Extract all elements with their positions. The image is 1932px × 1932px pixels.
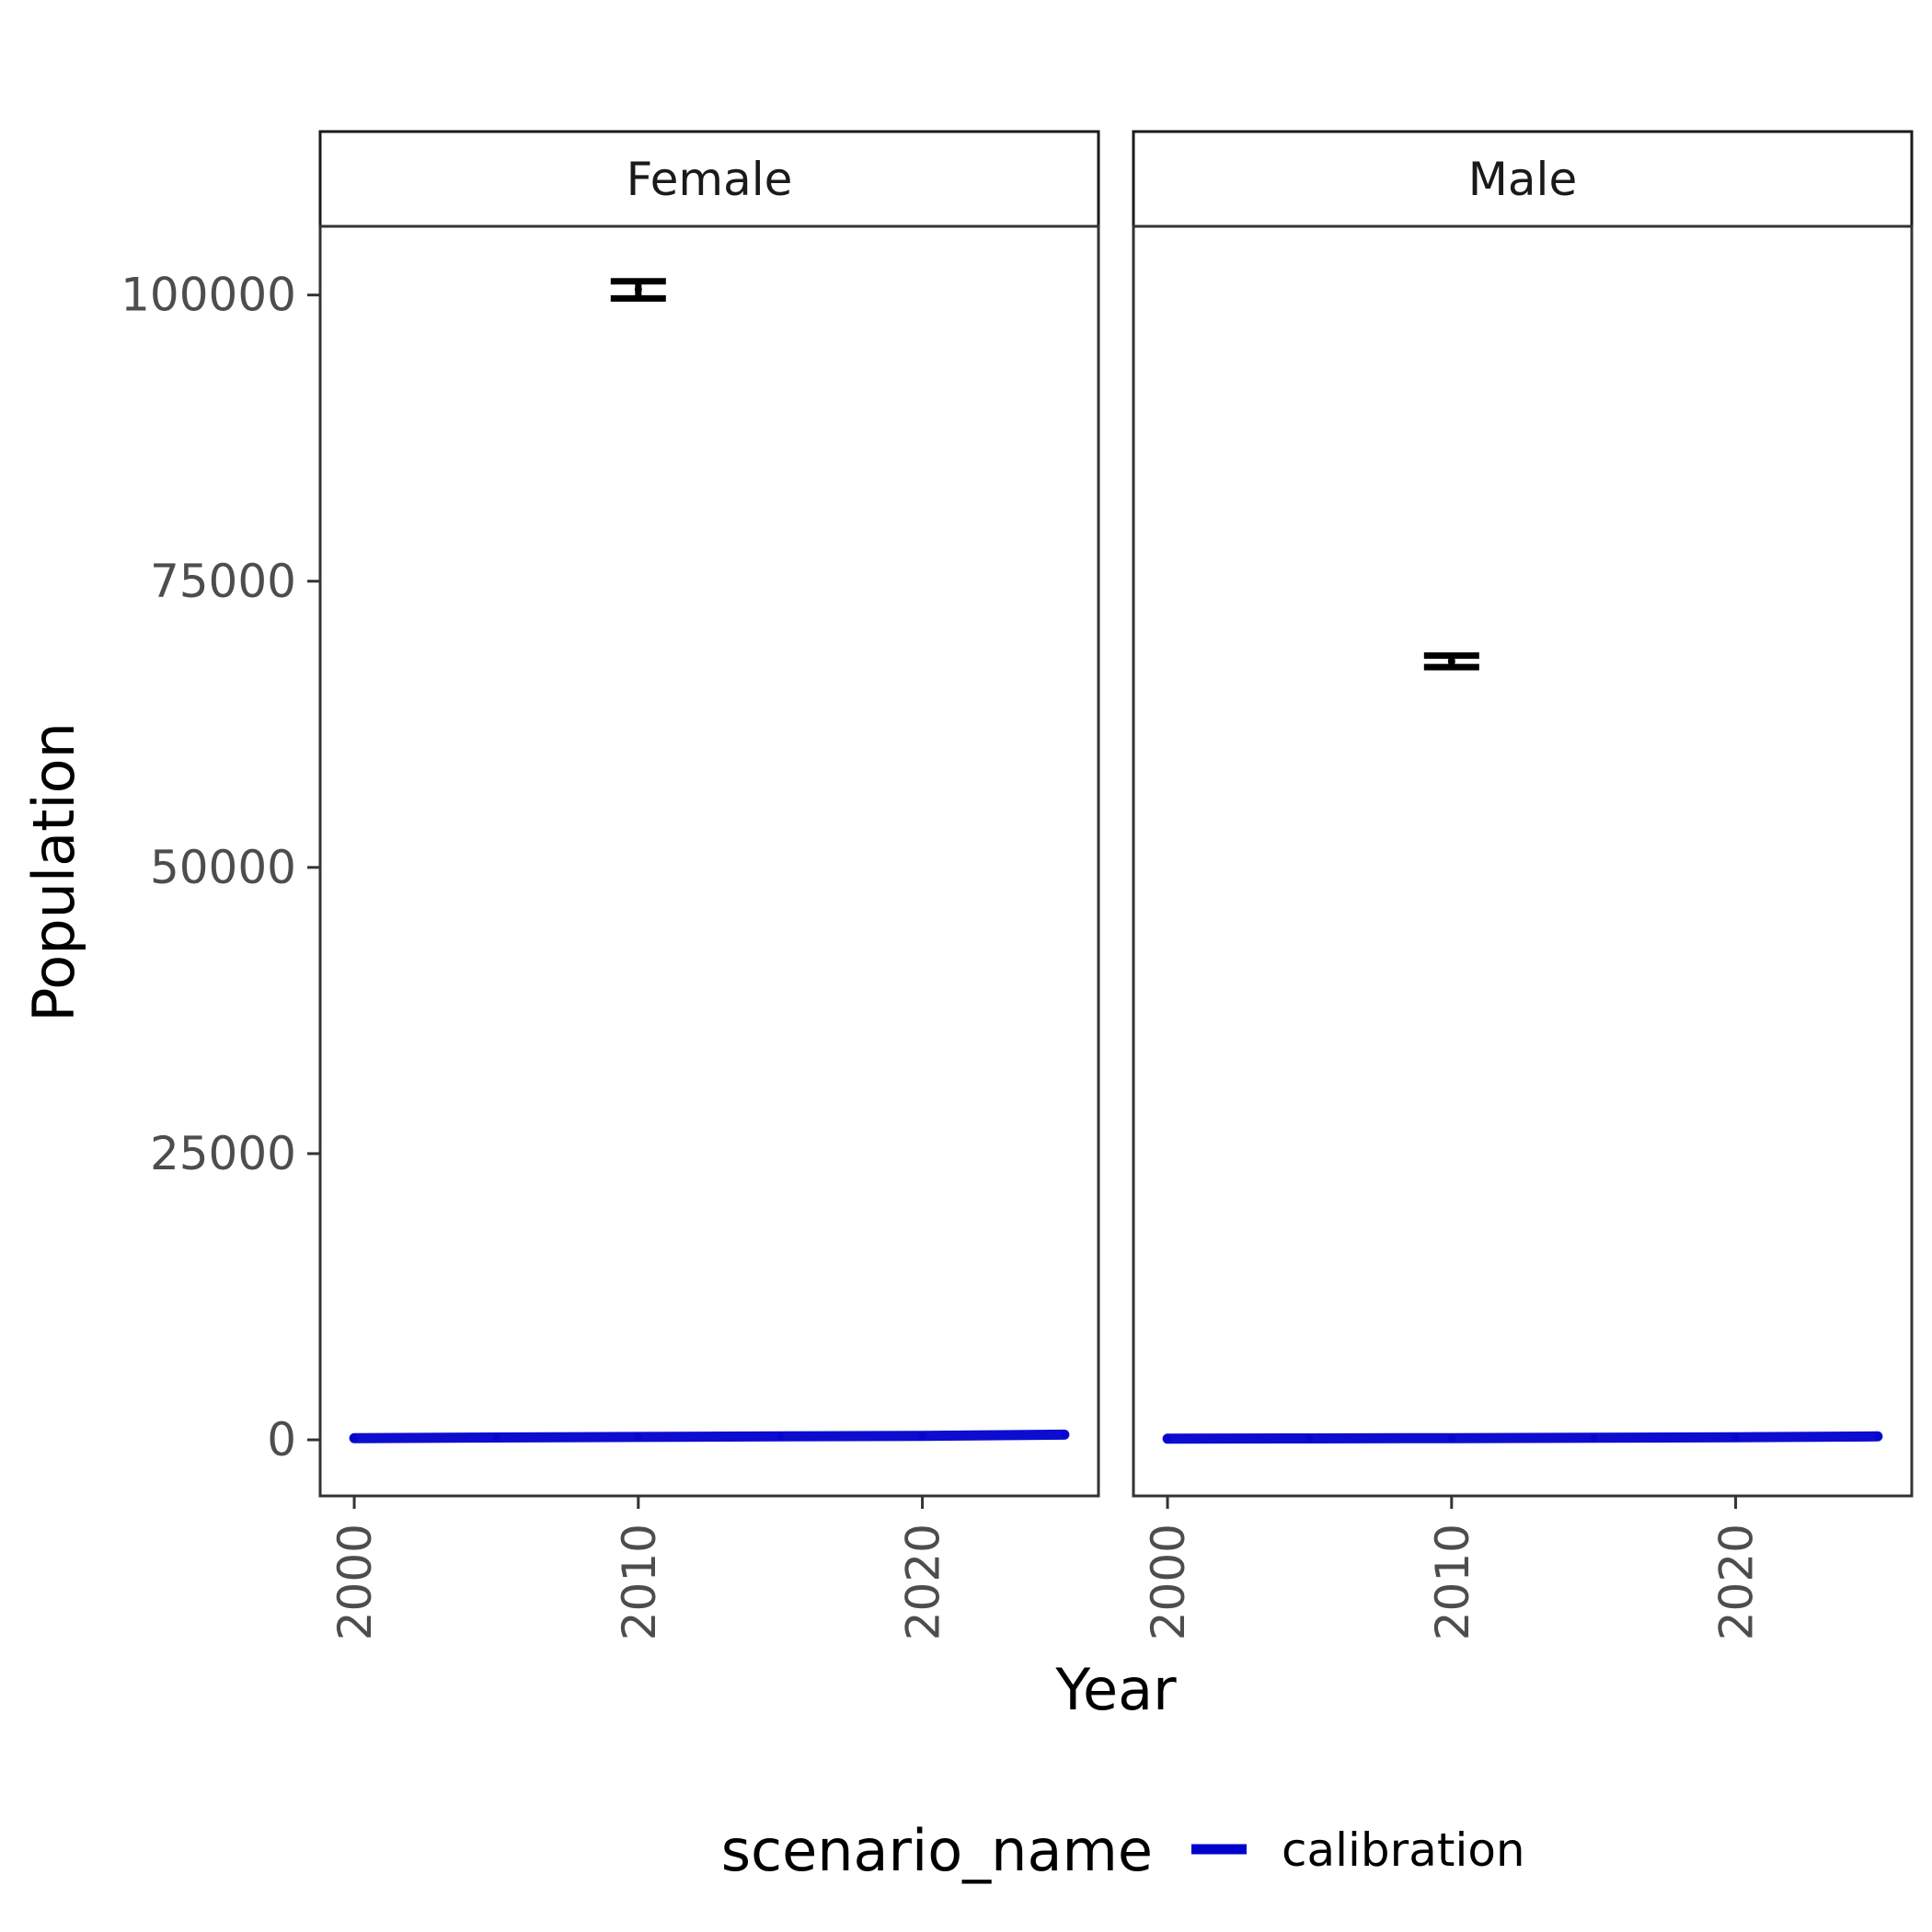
- x-tick-label-2010-male: 2010: [1426, 1524, 1479, 1640]
- series-point-calibration-female: [776, 1432, 785, 1441]
- panels-layer: Female 2000 2010 2020 Male 2000 2010 2020 0 25000…: [121, 130, 1914, 1640]
- series-point-calibration-male: [1590, 1433, 1598, 1442]
- series-point-calibration-male: [1873, 1432, 1881, 1441]
- y-tick-label-75000: 75000: [150, 555, 296, 608]
- series-point-calibration-female: [1060, 1431, 1068, 1439]
- y-tick-label-50000: 50000: [150, 841, 296, 894]
- strip-female: [318, 130, 1100, 228]
- series-point-calibration-male: [1305, 1434, 1314, 1443]
- legend: scenario_name calibration: [721, 1817, 1525, 1884]
- y-tick-label-25000: 25000: [150, 1127, 296, 1180]
- legend-label-calibration: calibration: [1282, 1823, 1525, 1877]
- x-tick-label-2020-male: 2020: [1710, 1524, 1764, 1640]
- series-point-calibration-male: [1731, 1433, 1740, 1442]
- panel-border-female: [318, 224, 1100, 1498]
- legend-title: scenario_name: [721, 1817, 1153, 1884]
- series-line-calibration-female: [349, 1429, 1070, 1443]
- x-axis-title: Year: [1054, 1656, 1177, 1723]
- x-tick-label-2010-female: 2010: [613, 1524, 666, 1640]
- series-point-calibration-female: [492, 1433, 500, 1442]
- y-tick-label-0: 0: [267, 1413, 296, 1466]
- observation-errorbar-female: [610, 278, 666, 302]
- series-point-calibration-female: [918, 1432, 926, 1440]
- observation-point: [1447, 657, 1455, 665]
- series-point-calibration-female: [634, 1432, 642, 1441]
- x-tick-label-2000-female: 2000: [328, 1524, 382, 1640]
- strip-label-female: Female: [627, 153, 793, 206]
- panel-male: Male 2000 2010 2020: [1132, 130, 1914, 1640]
- observation-errorbar-male: [1423, 652, 1479, 671]
- y-tick-label-100000: 100000: [121, 269, 296, 322]
- strip-label-male: Male: [1468, 153, 1577, 206]
- series-point-calibration-male: [1447, 1434, 1455, 1443]
- panel-border-male: [1132, 224, 1914, 1498]
- series-line-calibration-male: [1162, 1431, 1883, 1444]
- strip-male: [1132, 130, 1914, 228]
- x-tick-label-2020-female: 2020: [897, 1524, 950, 1640]
- series-point-calibration-male: [1164, 1434, 1172, 1443]
- x-tick-label-2000-male: 2000: [1142, 1524, 1195, 1640]
- panel-female: Female 2000 2010 2020: [318, 130, 1100, 1640]
- series-point-calibration-female: [351, 1434, 359, 1443]
- y-axis-title: Population: [20, 722, 87, 1022]
- observation-point: [634, 285, 642, 293]
